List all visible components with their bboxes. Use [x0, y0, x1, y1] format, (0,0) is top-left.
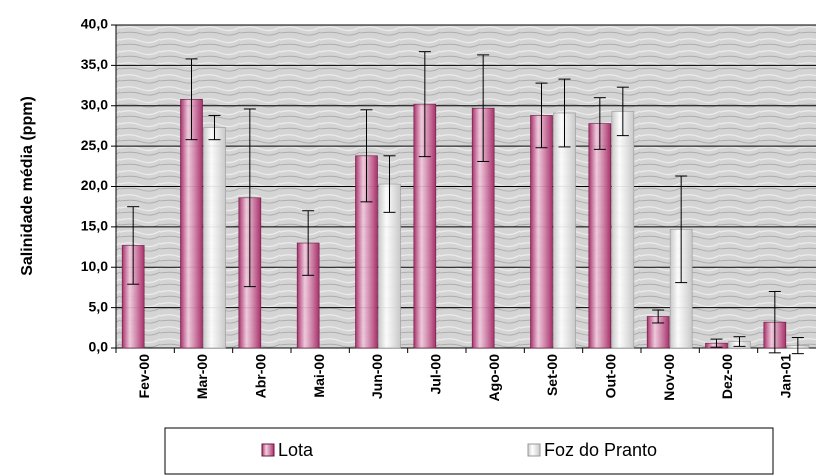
error-bar: [360, 109, 373, 203]
error-bar: [418, 51, 431, 158]
y-tick-label: 30,0: [81, 96, 108, 112]
x-tick-label: Jul-00: [428, 354, 444, 395]
error-bar: [535, 82, 548, 149]
legend-swatch: [261, 443, 275, 457]
error-bar: [768, 290, 781, 354]
bar: [203, 127, 226, 349]
x-tick-label: Ago-00: [486, 354, 502, 402]
error-bar: [616, 86, 629, 137]
x-tick-label: Nov-00: [661, 354, 677, 401]
bar: [530, 115, 553, 349]
y-tick-label: 15,0: [81, 218, 108, 234]
y-axis-title: Salinidade média (ppm): [19, 96, 36, 276]
error-bar: [477, 54, 490, 162]
y-tick-label: 20,0: [81, 177, 108, 193]
x-tick-label: Mai-00: [311, 354, 327, 398]
legend-box: [164, 427, 774, 475]
error-bar: [243, 108, 256, 288]
x-tick-label: Jan-01: [778, 354, 794, 399]
y-tick-label: 35,0: [81, 56, 108, 72]
x-tick-label: Jun-00: [369, 354, 385, 399]
error-bar: [791, 337, 804, 355]
error-bar: [733, 336, 746, 347]
x-tick-label: Dez-00: [719, 354, 735, 399]
bar: [588, 123, 612, 349]
legend-swatch: [527, 443, 541, 457]
x-tick-label: Set-00: [544, 354, 560, 396]
error-bar: [302, 210, 315, 276]
x-tick-label: Abr-00: [253, 354, 269, 399]
error-bar: [383, 155, 396, 213]
x-tick-label: Out-00: [603, 354, 619, 399]
error-bar: [185, 58, 198, 141]
y-tick-label: 25,0: [81, 137, 108, 153]
error-bar: [127, 206, 140, 285]
y-tick-label: 5,0: [89, 298, 109, 314]
y-tick-label: 0,0: [89, 339, 109, 355]
legend-label: Lota: [278, 440, 314, 460]
y-tick-label: 10,0: [81, 258, 108, 274]
x-tick-label: Mar-00: [194, 354, 210, 399]
x-tick-label: Fev-00: [136, 354, 152, 399]
y-tick-label: 40,0: [81, 16, 108, 32]
error-bar: [652, 309, 665, 324]
error-bar: [208, 114, 221, 141]
error-bar: [675, 175, 688, 284]
bar: [611, 111, 635, 349]
error-bar: [558, 78, 571, 148]
bar: [553, 112, 576, 349]
legend-label: Foz do Pranto: [544, 440, 657, 460]
error-bar: [593, 97, 606, 150]
error-bar: [710, 338, 723, 348]
